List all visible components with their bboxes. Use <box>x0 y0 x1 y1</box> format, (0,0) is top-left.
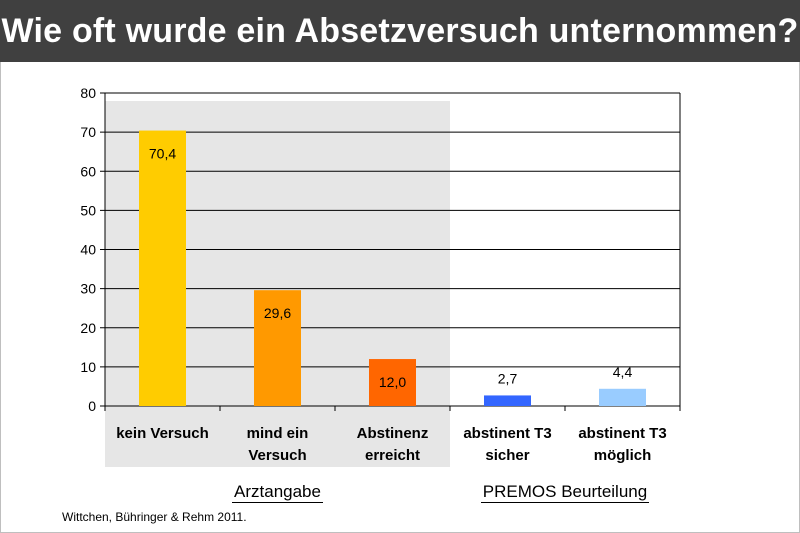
bar-4 <box>599 388 646 406</box>
bar-2 <box>369 359 416 406</box>
y-tick-label: 30 <box>80 281 96 297</box>
data-label-0: 70,4 <box>149 146 176 162</box>
category-label: abstinent T3 <box>463 425 551 442</box>
title-bar: Wie oft wurde ein Absetzversuch unternom… <box>0 0 800 62</box>
y-tick-label: 60 <box>80 163 96 179</box>
y-tick-label: 80 <box>80 85 96 101</box>
data-label-2: 12,0 <box>379 374 406 390</box>
category-label: abstinent T3 <box>578 425 666 442</box>
bar-0 <box>139 130 186 406</box>
category-label: kein Versuch <box>116 425 209 442</box>
bar-3 <box>484 395 531 406</box>
citation: Wittchen, Bühringer & Rehm 2011. <box>62 510 247 524</box>
y-tick-label: 40 <box>80 242 96 258</box>
category-label: erreicht <box>365 447 420 464</box>
category-label: sicher <box>485 447 529 464</box>
bar-1 <box>254 290 301 406</box>
data-label-4: 4,4 <box>613 364 633 380</box>
y-tick-label: 10 <box>80 359 96 375</box>
group-label-premos: PREMOS Beurteilung <box>480 482 650 503</box>
y-tick-label: 50 <box>80 202 96 218</box>
data-label-3: 2,7 <box>498 370 518 386</box>
y-tick-label: 0 <box>88 398 96 414</box>
category-label: Abstinenz <box>357 425 429 442</box>
category-label: mind ein <box>247 425 309 442</box>
group-label-arztangabe: Arztangabe <box>232 482 323 503</box>
data-label-1: 29,6 <box>264 305 291 321</box>
category-label: Versuch <box>248 447 306 464</box>
category-label: möglich <box>594 447 652 464</box>
slide-title: Wie oft wurde ein Absetzversuch unternom… <box>1 12 799 50</box>
y-tick-label: 20 <box>80 320 96 336</box>
bar-chart: 0 10 20 30 40 50 60 70 80 70,4 kein Versuch 29,6 min… <box>80 85 681 467</box>
y-tick-label: 70 <box>80 124 96 140</box>
